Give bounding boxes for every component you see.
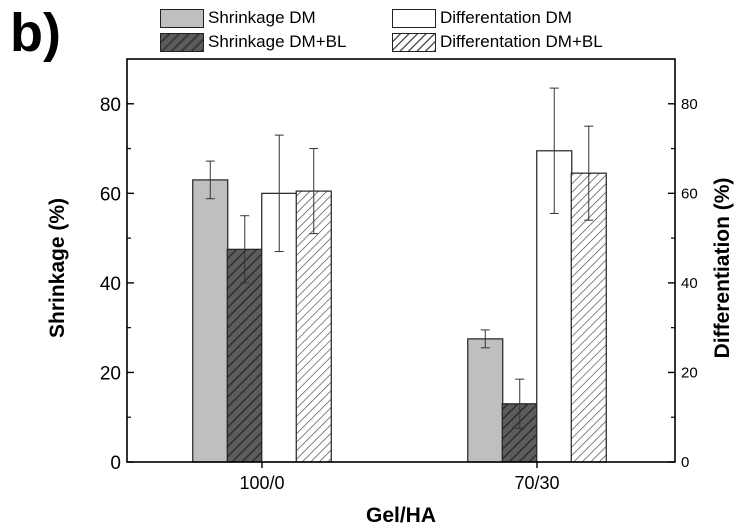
y-tick-label-right: 0 [681, 454, 689, 471]
legend-swatch-shrinkage-dm [160, 8, 204, 28]
legend-item-shrinkage-dm: Shrinkage DM [160, 7, 316, 29]
bar [570, 172, 607, 463]
y-tick-label-right: 40 [681, 275, 698, 292]
bar [467, 338, 504, 463]
bar [192, 179, 229, 463]
y-tick-label-left: 60 [100, 184, 121, 205]
legend-item-differentation-dm-bl: Differentation DM+BL [392, 31, 603, 53]
x-tick-label: 70/30 [514, 473, 559, 493]
plot-frame [126, 58, 676, 463]
y-tick-label-right: 20 [681, 364, 698, 381]
legend-label-differentation-dm-bl: Differentation DM+BL [440, 32, 603, 51]
legend-label-shrinkage-dm: Shrinkage DM [208, 8, 316, 27]
y-tick-label-right: 80 [681, 96, 698, 113]
x-axis-label: Gel/HA [366, 504, 436, 527]
legend-label-shrinkage-dm-bl: Shrinkage DM+BL [208, 32, 347, 51]
y-tick-label-left: 40 [100, 274, 121, 295]
legend-item-differentation-dm: Differentation DM [392, 7, 572, 29]
y-tick-label-left: 20 [100, 363, 121, 384]
legend-swatch-shrinkage-dm-bl [160, 32, 204, 52]
legend-label-differentation-dm: Differentation DM [440, 8, 572, 27]
x-tick-label: 100/0 [239, 473, 284, 493]
y-tick-label-right: 60 [681, 185, 698, 202]
y-axis-label-left: Shrinkage (%) [46, 198, 69, 338]
y-tick-label-left: 80 [100, 95, 121, 116]
y-tick-label-left: 0 [110, 453, 121, 474]
legend-swatch-differentation-dm [392, 8, 436, 28]
legend-item-shrinkage-dm-bl: Shrinkage DM+BL [160, 31, 346, 53]
y-axis-label-right: Differentiation (%) [711, 178, 734, 359]
chart-legend: Shrinkage DM Shrinkage DM+BL Differentat… [160, 7, 660, 55]
panel-label: b) [10, 3, 61, 63]
legend-swatch-differentation-dm-bl [392, 32, 436, 52]
bar [226, 248, 263, 463]
